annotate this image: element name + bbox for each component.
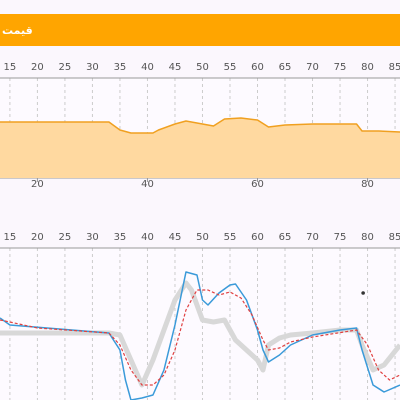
x-tick-label: 65 <box>279 232 292 243</box>
x2-tick-label: 20 <box>31 179 44 190</box>
x-tick-label: 45 <box>169 232 182 243</box>
series-line <box>0 289 400 386</box>
x2-tick-label: 80 <box>361 179 374 190</box>
x2-tick-label: 60 <box>251 179 264 190</box>
x-tick-label: 50 <box>196 62 209 73</box>
point <box>361 291 365 295</box>
x-tick-label: 55 <box>224 62 237 73</box>
x-tick-label: 40 <box>141 62 154 73</box>
x-tick-label: 60 <box>251 62 264 73</box>
x-tick-label: 40 <box>141 232 154 243</box>
header-bar <box>0 14 400 46</box>
series-line <box>0 271 400 400</box>
x-tick-label: 30 <box>86 232 99 243</box>
x-tick-label: 60 <box>251 232 264 243</box>
series-line <box>0 117 400 134</box>
header-title: قیمت <box>2 24 33 37</box>
x-tick-label: 80 <box>361 62 374 73</box>
x-tick-label: 30 <box>86 62 99 73</box>
x-tick-label: 25 <box>59 232 72 243</box>
x-tick-label: 70 <box>306 232 319 243</box>
x-tick-label: 85 <box>389 232 400 243</box>
x-tick-label: 20 <box>31 62 44 73</box>
area-fill <box>0 118 400 178</box>
x-tick-label: 25 <box>59 62 72 73</box>
x-tick-label: 55 <box>224 232 237 243</box>
x-tick-label: 15 <box>4 232 17 243</box>
x-tick-label: 15 <box>4 62 17 73</box>
x-tick-label: 35 <box>114 232 127 243</box>
x2-tick-label: 40 <box>141 179 154 190</box>
series-line <box>0 280 400 388</box>
x-tick-label: 70 <box>306 62 319 73</box>
plot-area <box>0 248 400 400</box>
x-tick-label: 75 <box>334 62 347 73</box>
x-tick-label: 85 <box>389 62 400 73</box>
x-tick-label: 20 <box>31 232 44 243</box>
x-tick-label: 35 <box>114 62 127 73</box>
x-tick-label: 50 <box>196 232 209 243</box>
x-tick-label: 80 <box>361 232 374 243</box>
x-tick-label: 45 <box>169 62 182 73</box>
x-tick-label: 65 <box>279 62 292 73</box>
x-tick-label: 75 <box>334 232 347 243</box>
